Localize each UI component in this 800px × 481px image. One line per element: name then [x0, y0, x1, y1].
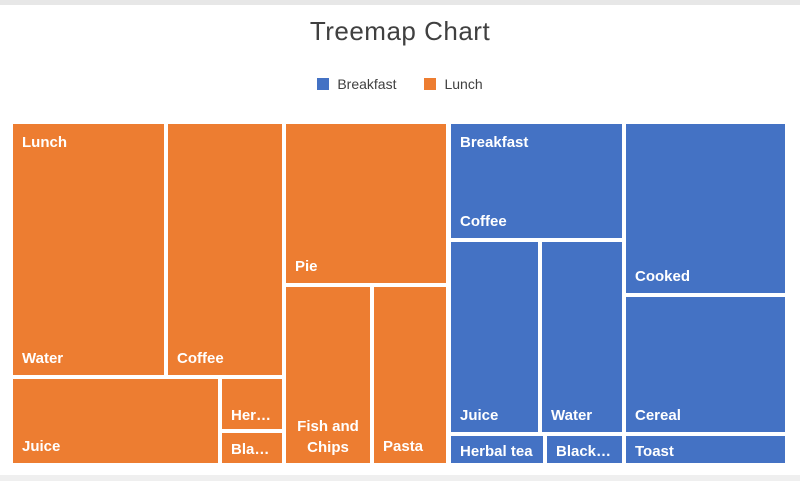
tile-breakfast-herbal-tea[interactable]: Herbal tea	[451, 436, 543, 463]
tile-label-lunch-pasta: Pasta	[383, 438, 424, 455]
tile-lunch-water[interactable]: Lunch Water	[13, 124, 164, 375]
tile-label-breakfast-black-tea: Black…	[556, 443, 612, 460]
group-label-breakfast: Breakfast	[460, 134, 529, 151]
tile-lunch-fish-and-chips[interactable]: Fish and Chips	[286, 287, 370, 463]
page-bottom-border	[0, 475, 800, 481]
tile-label-breakfast-water: Water	[551, 407, 593, 424]
tile-label-breakfast-cereal: Cereal	[635, 407, 681, 424]
lunch-legend-swatch-icon	[424, 78, 437, 90]
tile-breakfast-toast[interactable]: Toast	[626, 436, 785, 463]
legend-item-breakfast[interactable]: Breakfast	[317, 76, 396, 92]
tile-label-lunch-herbal-tea: Her…	[231, 407, 272, 424]
tile-label-lunch-pie: Pie	[295, 258, 318, 275]
tile-label-breakfast-coffee: Coffee	[460, 213, 507, 230]
tile-label-breakfast-cooked: Cooked	[635, 268, 691, 285]
breakfast-legend-swatch-icon	[317, 78, 330, 90]
tile-lunch-pie[interactable]: Pie	[286, 124, 446, 283]
tile-label-breakfast-herbal-tea: Herbal tea	[460, 443, 533, 460]
tile-lunch-herbal-tea[interactable]: Her…	[222, 379, 282, 429]
legend-label-lunch: Lunch	[444, 76, 483, 92]
tile-label-lunch-juice: Juice	[22, 438, 61, 455]
tile-label-lunch-fish-and-chips: Fish and Chips	[297, 418, 359, 456]
legend-item-lunch[interactable]: Lunch	[424, 76, 483, 92]
treemap-plot-area: Lunch Water Coffee Pie Juice Her… Bla… F…	[13, 124, 785, 463]
tile-breakfast-black-tea[interactable]: Black…	[547, 436, 622, 463]
tile-breakfast-cooked[interactable]: Cooked	[626, 124, 785, 293]
legend-label-breakfast: Breakfast	[337, 76, 397, 92]
tile-breakfast-water[interactable]: Water	[542, 242, 622, 432]
tile-breakfast-cereal[interactable]: Cereal	[626, 297, 785, 432]
tile-label-lunch-black-tea: Bla…	[231, 441, 270, 458]
tile-label-lunch-coffee: Coffee	[177, 350, 224, 367]
tile-label-lunch-water: Water	[22, 350, 64, 367]
page-top-border	[0, 0, 800, 5]
tile-lunch-coffee[interactable]: Coffee	[168, 124, 282, 375]
tile-lunch-black-tea[interactable]: Bla…	[222, 433, 282, 463]
tile-label-breakfast-juice: Juice	[460, 407, 499, 424]
tile-label-breakfast-toast: Toast	[635, 443, 674, 460]
chart-title: Treemap Chart	[309, 16, 491, 46]
tile-lunch-juice[interactable]: Juice	[13, 379, 218, 463]
tile-breakfast-coffee[interactable]: Breakfast Coffee	[451, 124, 622, 238]
chart-legend: Breakfast Lunch	[0, 76, 800, 92]
group-label-lunch: Lunch	[22, 134, 67, 151]
tile-breakfast-juice[interactable]: Juice	[451, 242, 538, 432]
tile-lunch-pasta[interactable]: Pasta	[374, 287, 446, 463]
